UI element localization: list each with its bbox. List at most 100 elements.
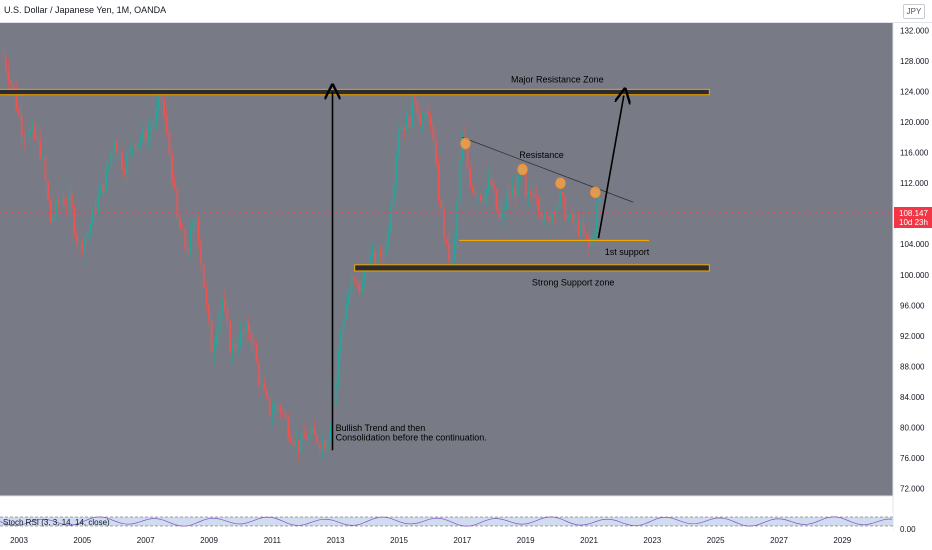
candle-body[interactable] [580,224,582,236]
candle-body[interactable] [163,100,166,117]
candle-body[interactable] [564,196,567,221]
candle-body[interactable] [121,152,123,171]
candle-body[interactable] [511,187,514,197]
candle-body[interactable] [4,57,7,71]
candle-body[interactable] [41,157,44,159]
major-resistance-zone[interactable] [0,88,710,96]
candle-body[interactable] [503,210,506,214]
candle-body[interactable] [482,199,485,201]
candle-body[interactable] [229,322,232,353]
candle-body[interactable] [2,57,5,59]
candle-body[interactable] [598,197,601,205]
candle-body[interactable] [68,193,71,206]
candle-body[interactable] [136,142,139,149]
candle-body[interactable] [440,200,443,209]
candle-body[interactable] [453,239,456,260]
candle-body[interactable] [321,440,324,449]
candle-body[interactable] [469,167,472,186]
candle-body[interactable] [192,220,195,230]
candle-body[interactable] [516,174,519,196]
candle-body[interactable] [60,199,63,203]
candle-body[interactable] [142,129,144,140]
currency-badge[interactable]: JPY [903,4,925,19]
candle-body[interactable] [18,109,20,115]
candle-body[interactable] [160,97,163,101]
candle-body[interactable] [52,216,55,223]
candle-body[interactable] [268,398,271,417]
candle-body[interactable] [313,428,316,435]
candle-body[interactable] [49,199,52,223]
candle-body[interactable] [210,320,213,353]
candle-body[interactable] [62,199,65,205]
candle-body[interactable] [147,130,150,141]
candle-body[interactable] [548,216,551,223]
candle-body[interactable] [530,191,532,195]
candle-body[interactable] [582,224,585,234]
candle-body[interactable] [266,390,268,399]
candle-body[interactable] [532,194,535,197]
candle-body[interactable] [281,411,284,414]
candle-body[interactable] [448,243,451,262]
candle-body[interactable] [437,163,440,201]
candle-body[interactable] [303,432,305,438]
candle-body[interactable] [150,128,152,131]
candle-body[interactable] [157,97,160,109]
candle-body[interactable] [78,242,81,244]
candle-body[interactable] [84,237,86,251]
candle-body[interactable] [105,170,107,192]
candle-body[interactable] [406,116,408,131]
candle-body[interactable] [113,142,115,152]
candle-body[interactable] [218,312,221,333]
candle-body[interactable] [28,129,31,138]
candle-body[interactable] [556,204,559,215]
candle-body[interactable] [458,162,461,203]
candle-body[interactable] [139,139,142,143]
candle-body[interactable] [427,112,429,117]
candle-body[interactable] [545,215,548,217]
candle-body[interactable] [252,340,255,345]
touch-point-marker[interactable] [590,186,601,199]
last-price-tag[interactable]: 108.147 10d 23h [894,207,932,228]
candle-body[interactable] [382,255,385,256]
candle-body[interactable] [535,196,538,198]
candle-body[interactable] [501,213,503,218]
candle-body[interactable] [134,145,137,149]
candle-body[interactable] [416,100,419,114]
candle-body[interactable] [76,233,78,244]
candle-body[interactable] [569,212,572,217]
candle-body[interactable] [12,84,15,90]
candle-body[interactable] [403,126,406,131]
candle-body[interactable] [553,212,556,215]
resistance-line[interactable] [462,137,634,203]
candle-body[interactable] [596,204,598,233]
candle-body[interactable] [337,351,340,380]
candle-body[interactable] [487,179,490,189]
candle-body[interactable] [527,191,530,197]
candle-body[interactable] [33,125,36,140]
candle-body[interactable] [384,243,387,256]
candle-body[interactable] [128,146,131,154]
candle-body[interactable] [358,281,361,293]
candle-body[interactable] [326,440,329,450]
candle-body[interactable] [295,440,297,446]
candle-body[interactable] [126,153,129,174]
candle-body[interactable] [208,304,210,321]
candle-body[interactable] [308,433,311,440]
candle-body[interactable] [376,250,379,265]
candle-body[interactable] [202,264,205,289]
candle-body[interactable] [197,217,200,242]
candle-body[interactable] [234,344,237,349]
touch-point-marker[interactable] [555,177,566,190]
candle-body[interactable] [276,405,279,407]
candle-body[interactable] [305,437,308,440]
candle-body[interactable] [456,202,458,240]
candle-body[interactable] [479,195,482,201]
candle-body[interactable] [514,187,517,196]
candle-body[interactable] [23,135,26,138]
candle-body[interactable] [334,379,337,405]
candle-body[interactable] [284,413,287,419]
candle-body[interactable] [524,169,527,197]
strong-support-label[interactable]: Strong Support zone [532,277,615,287]
candle-body[interactable] [508,193,511,197]
candle-body[interactable] [329,426,332,441]
